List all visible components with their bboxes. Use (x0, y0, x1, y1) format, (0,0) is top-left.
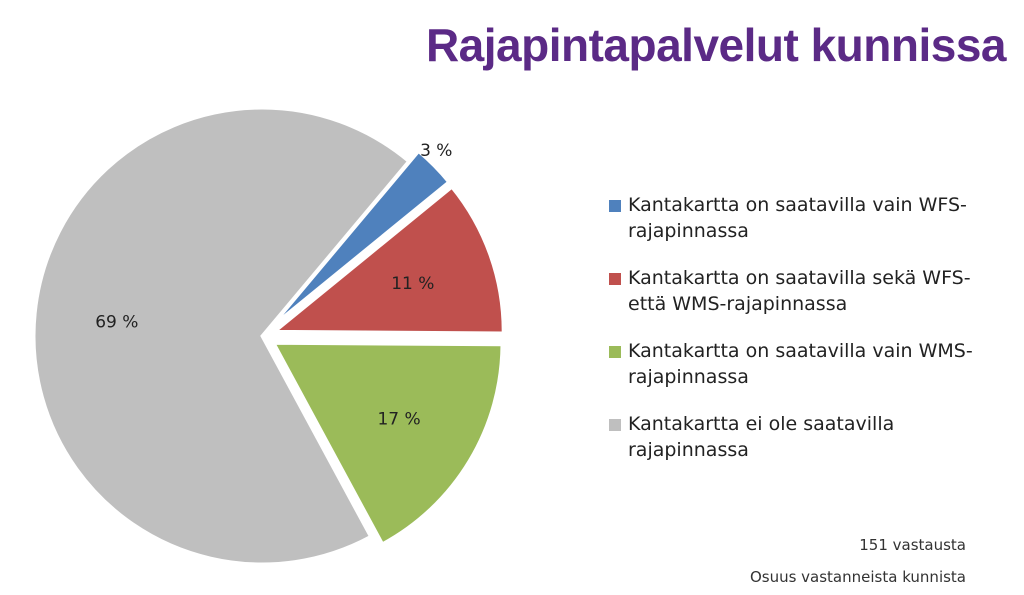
pie-slice-wfs-only (270, 149, 451, 328)
pie-slice-wms-only (271, 341, 504, 546)
legend-label-line-1: Kantakartta on saatavilla vain WFS- (628, 194, 967, 216)
legend-swatch (609, 346, 621, 358)
legend-item-wms-only: Kantakartta on saatavilla vain WMS- raja… (606, 338, 1006, 390)
chart-title: Rajapintapalvelut kunnissa (425, 19, 1007, 71)
legend-item-not-available: Kantakartta ei ole saatavilla rajapinnas… (606, 411, 1006, 463)
legend-swatch (609, 273, 621, 285)
legend-label-line-2: että WMS-rajapinnassa (628, 293, 848, 315)
legend-label-line-1: Kantakartta on saatavilla vain WMS- (628, 340, 973, 362)
legend-label-line-1: Kantakartta on saatavilla sekä WFS- (628, 267, 971, 289)
legend-swatch (609, 419, 621, 431)
legend-label-line-1: Kantakartta ei ole saatavilla (628, 413, 895, 435)
legend-label-line-2: rajapinnassa (628, 366, 749, 388)
share-note: Osuus vastanneista kunnista (749, 568, 966, 586)
slice-label-wfs-only: 3 % (420, 141, 452, 161)
pie-chart: 3 % 11 % 17 % 69 % (32, 106, 505, 566)
response-count: 151 vastausta (859, 536, 966, 554)
slice-label-not-available: 69 % (95, 312, 138, 332)
legend-label-line-2: rajapinnassa (628, 439, 749, 461)
pie-slice-not-available (32, 106, 411, 566)
legend-label-line-2: rajapinnassa (628, 220, 749, 242)
slice-label-wms-only: 17 % (377, 409, 420, 429)
legend-item-wfs-and-wms: Kantakartta on saatavilla sekä WFS- että… (606, 265, 1006, 317)
legend-item-wfs-only: Kantakartta on saatavilla vain WFS- raja… (606, 192, 1006, 244)
slice-label-wfs-and-wms: 11 % (391, 274, 434, 294)
chart-legend: Kantakartta on saatavilla vain WFS- raja… (606, 192, 1006, 484)
legend-swatch (609, 200, 621, 212)
pie-slice-wfs-and-wms (271, 185, 505, 335)
